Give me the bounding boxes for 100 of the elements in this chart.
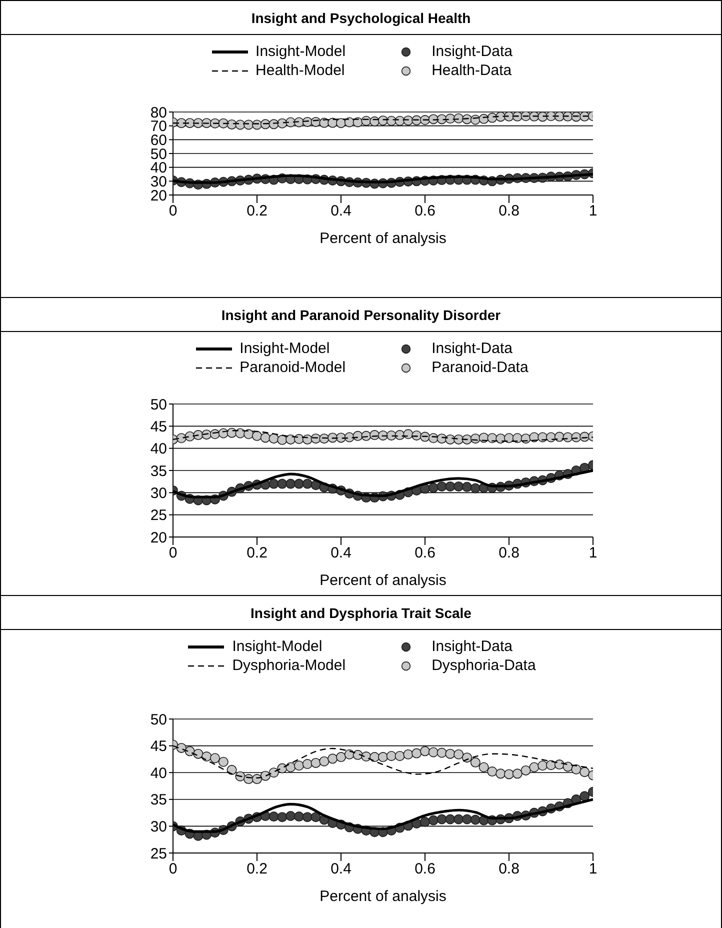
point bbox=[412, 748, 422, 758]
x-tick-label: 0.8 bbox=[498, 544, 520, 562]
legend-label: Dysphoria-Data bbox=[432, 657, 536, 674]
point bbox=[378, 752, 388, 762]
point bbox=[310, 758, 321, 768]
x-tick-label: 0.4 bbox=[330, 202, 352, 220]
legend-label: Health-Data bbox=[432, 62, 512, 79]
point bbox=[260, 432, 270, 443]
point bbox=[420, 746, 430, 756]
point bbox=[386, 750, 396, 761]
point bbox=[268, 812, 279, 822]
y-tick-label: 40 bbox=[150, 764, 167, 782]
point bbox=[436, 481, 447, 492]
legend-label: Insight-Data bbox=[432, 43, 512, 60]
legend-label: Health-Model bbox=[256, 62, 345, 79]
point bbox=[394, 750, 405, 761]
legend-label: Paranoid-Data bbox=[432, 359, 528, 376]
chart-title: Insight and Dysphoria Trait Scale bbox=[1, 596, 721, 630]
x-axis-title: Percent of analysis bbox=[320, 230, 446, 247]
point bbox=[294, 760, 304, 771]
point bbox=[436, 748, 447, 758]
point bbox=[529, 762, 540, 772]
point bbox=[428, 482, 438, 493]
point bbox=[470, 483, 480, 494]
legend-label: Dysphoria-Model bbox=[232, 657, 346, 674]
y-tick-label: 35 bbox=[150, 462, 167, 480]
y-tick-label: 30 bbox=[150, 484, 167, 502]
x-tick-label: 0.2 bbox=[246, 860, 268, 878]
point bbox=[462, 814, 472, 824]
x-tick-label: 0.4 bbox=[330, 544, 352, 562]
point bbox=[470, 814, 480, 825]
point bbox=[445, 814, 456, 824]
point bbox=[436, 814, 447, 824]
y-tick-label: 25 bbox=[150, 845, 167, 862]
x-tick-label: 0 bbox=[168, 544, 178, 562]
point bbox=[328, 754, 338, 764]
point bbox=[504, 769, 514, 780]
y-tick-label: 45 bbox=[150, 418, 167, 436]
point bbox=[319, 756, 330, 766]
point bbox=[277, 812, 288, 822]
x-tick-label: 0.6 bbox=[414, 860, 436, 878]
point bbox=[277, 478, 288, 489]
y-tick-label: 45 bbox=[150, 738, 167, 756]
legend-label: Insight-Data bbox=[432, 638, 512, 655]
legend-label: Paranoid-Model bbox=[240, 359, 346, 376]
point bbox=[454, 481, 464, 492]
point bbox=[403, 749, 414, 760]
y-tick-label: 50 bbox=[150, 711, 167, 728]
point bbox=[445, 748, 456, 759]
chart-title: Insight and Paranoid Personality Disorder bbox=[1, 298, 721, 332]
point bbox=[294, 812, 304, 822]
x-tick-label: 1 bbox=[588, 202, 598, 220]
y-tick-label: 30 bbox=[150, 818, 167, 836]
x-tick-label: 0.2 bbox=[246, 202, 268, 220]
x-tick-label: 0.8 bbox=[498, 860, 520, 878]
point bbox=[286, 811, 296, 822]
x-tick-label: 0.8 bbox=[498, 202, 520, 220]
x-tick-label: 0.6 bbox=[414, 544, 436, 562]
point bbox=[310, 812, 321, 822]
x-tick-label: 1 bbox=[588, 860, 598, 878]
point bbox=[420, 816, 430, 827]
point bbox=[268, 768, 279, 778]
legend-label: Insight-Model bbox=[256, 43, 346, 60]
x-tick-label: 0.2 bbox=[246, 544, 268, 562]
x-axis-title: Percent of analysis bbox=[320, 888, 446, 905]
point bbox=[428, 815, 438, 826]
legend-label: Insight-Model bbox=[240, 340, 330, 357]
point bbox=[445, 481, 456, 492]
point bbox=[487, 766, 498, 777]
x-tick-label: 0.4 bbox=[330, 860, 352, 878]
point bbox=[286, 478, 296, 489]
point bbox=[454, 749, 464, 760]
point bbox=[268, 478, 279, 489]
point bbox=[336, 752, 346, 762]
y-tick-label: 20 bbox=[150, 529, 167, 546]
point bbox=[210, 753, 220, 764]
y-tick-label: 25 bbox=[150, 507, 167, 524]
x-tick-label: 0 bbox=[168, 202, 178, 220]
y-tick-label: 40 bbox=[150, 440, 167, 458]
point bbox=[294, 478, 304, 489]
point bbox=[252, 774, 262, 784]
point bbox=[302, 759, 312, 770]
point bbox=[302, 812, 312, 822]
point bbox=[580, 791, 590, 802]
point bbox=[462, 482, 472, 492]
point bbox=[218, 756, 228, 767]
x-tick-label: 0 bbox=[168, 860, 178, 878]
point bbox=[478, 762, 489, 772]
legend-label: Insight-Model bbox=[232, 638, 322, 655]
point bbox=[454, 814, 464, 824]
y-tick-label: 35 bbox=[150, 792, 167, 809]
point bbox=[538, 760, 548, 771]
x-tick-label: 1 bbox=[588, 544, 598, 562]
chart-title: Insight and Psychological Health bbox=[1, 1, 721, 35]
x-tick-label: 0.6 bbox=[414, 202, 436, 220]
legend-label: Insight-Data bbox=[432, 340, 512, 357]
point bbox=[302, 478, 312, 489]
point bbox=[428, 747, 438, 758]
point bbox=[470, 757, 480, 768]
x-axis-title: Percent of analysis bbox=[320, 572, 446, 589]
